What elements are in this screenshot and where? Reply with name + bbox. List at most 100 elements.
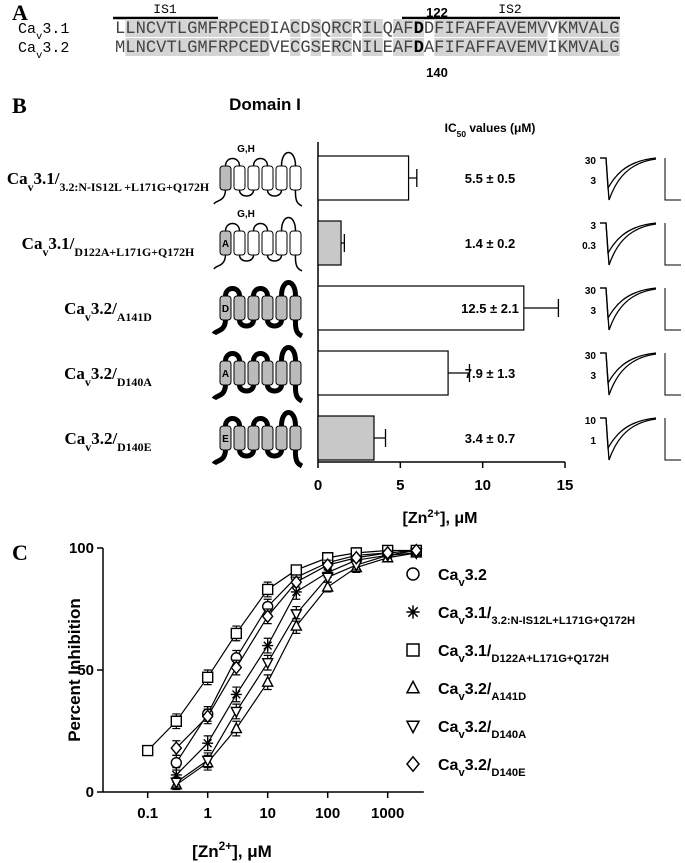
- identity-shade: [516, 38, 527, 56]
- x-tick-label: 0: [314, 477, 322, 494]
- identity-shade: [259, 38, 270, 56]
- legend-label-part: D122A+L171G+Q172H: [491, 653, 609, 665]
- marker: [170, 715, 183, 727]
- marker: [290, 586, 302, 598]
- identity-shade: [218, 38, 229, 56]
- topology-loop: [211, 280, 304, 339]
- segment-cylinder: [219, 230, 232, 256]
- topology-diagram: [213, 216, 303, 272]
- identity-shade: [197, 38, 208, 56]
- x-axis-label-part: 2+: [219, 839, 233, 853]
- identity-shade: [557, 38, 569, 56]
- category-label: Cav3.2/D140A: [64, 364, 152, 389]
- category-label-part: D140A: [117, 375, 152, 389]
- legend-label-part: D140A: [491, 729, 526, 741]
- marker: [261, 609, 274, 624]
- x-tick-label: 15: [557, 477, 574, 494]
- identity-shade: [362, 19, 373, 37]
- value-label: 3.4 ± 0.7: [465, 431, 516, 446]
- identity-shade: [187, 19, 198, 37]
- identity-shade: [454, 38, 466, 56]
- identity-shade: [465, 19, 476, 37]
- y-axis-label: Percent Inhibition: [65, 598, 84, 742]
- sequence-name-part: v: [36, 31, 42, 43]
- marker: [410, 543, 423, 558]
- marker: [201, 755, 214, 768]
- legend-label-part: v: [458, 615, 465, 627]
- category-label-part: Ca: [64, 429, 85, 448]
- curve: [147, 549, 417, 751]
- topology-loop: [213, 151, 303, 207]
- legend-label-part: v: [458, 767, 465, 779]
- category-label-part: Ca: [7, 169, 28, 188]
- category-label: Cav3.2/A141D: [64, 299, 152, 324]
- marker: [230, 721, 243, 734]
- residues: D: [414, 20, 424, 39]
- error-bar: [408, 169, 418, 187]
- topology-loop: [211, 410, 304, 469]
- panel-label: C: [12, 540, 28, 565]
- identity-shade: [372, 38, 383, 56]
- legend-marker: [406, 643, 420, 657]
- sequence-name-part: Ca: [18, 40, 36, 57]
- identity-shade: [496, 19, 507, 37]
- identity-shade: [310, 38, 321, 56]
- segment-cylinder: [233, 425, 246, 451]
- x-tick-label: 10: [474, 477, 491, 494]
- topology-mark: E: [222, 434, 229, 445]
- identity-shade: [145, 38, 157, 56]
- error-bar: [448, 364, 471, 382]
- identity-shade: [228, 19, 239, 37]
- segment-cylinder: [289, 295, 302, 321]
- residue-number: 122: [426, 5, 448, 20]
- trace: [600, 157, 657, 191]
- identity-shade: [166, 19, 177, 37]
- marker: [261, 675, 274, 687]
- category-label: Cav3.1/3.2:N-IS12L +L171G+Q172H: [7, 169, 210, 194]
- ic50-header-part: 50: [457, 129, 467, 139]
- segment-cylinder: [289, 360, 302, 386]
- identity-shade: [156, 38, 167, 56]
- legend-marker: [406, 605, 420, 619]
- segment-cylinder: [261, 425, 274, 451]
- identity-shade: [125, 19, 136, 37]
- topology-mark: A: [222, 239, 229, 250]
- marker: [290, 619, 303, 631]
- x-axis-label-part: ], μM: [232, 842, 272, 861]
- category-label-part: Ca: [22, 234, 43, 253]
- trace: [600, 352, 657, 386]
- identity-shade: [444, 19, 455, 37]
- marker: [201, 709, 214, 724]
- identity-shade: [506, 38, 517, 56]
- scale-bar: [664, 353, 681, 396]
- identity-shade: [496, 38, 507, 56]
- segment-cylinder: [289, 425, 302, 451]
- segment-cylinder: [233, 230, 246, 256]
- ic50-header: IC50 values (μM): [445, 121, 536, 139]
- identity-shade: [372, 19, 383, 37]
- trace-conc: 30: [585, 351, 597, 362]
- legend-label-part: Ca: [438, 681, 459, 698]
- trace: [600, 417, 657, 461]
- ic50-header-part: values (μM): [466, 121, 535, 135]
- ic50-header-part: IC: [445, 121, 457, 135]
- legend-label-part: Ca: [438, 605, 459, 622]
- legend-label-part: 3.2/: [465, 681, 492, 698]
- x-axis-label: [Zn2+], μM: [403, 508, 478, 527]
- trace: [600, 222, 657, 256]
- marker: [230, 627, 243, 640]
- marker: [141, 744, 154, 757]
- segment-cylinder: [261, 295, 274, 321]
- current-trace: [600, 157, 681, 201]
- identity-shade: [588, 19, 600, 37]
- identity-shade: [290, 38, 301, 56]
- category-label-part: 3.2:N-IS12L +L171G+Q172H: [60, 180, 210, 194]
- legend-label: Cav3.2/D140E: [438, 757, 526, 779]
- identity-shade: [145, 19, 157, 37]
- identity-shade: [135, 38, 146, 56]
- x-tick-label: 5: [396, 477, 404, 494]
- identity-shade: [527, 19, 538, 37]
- identity-shade: [434, 38, 445, 56]
